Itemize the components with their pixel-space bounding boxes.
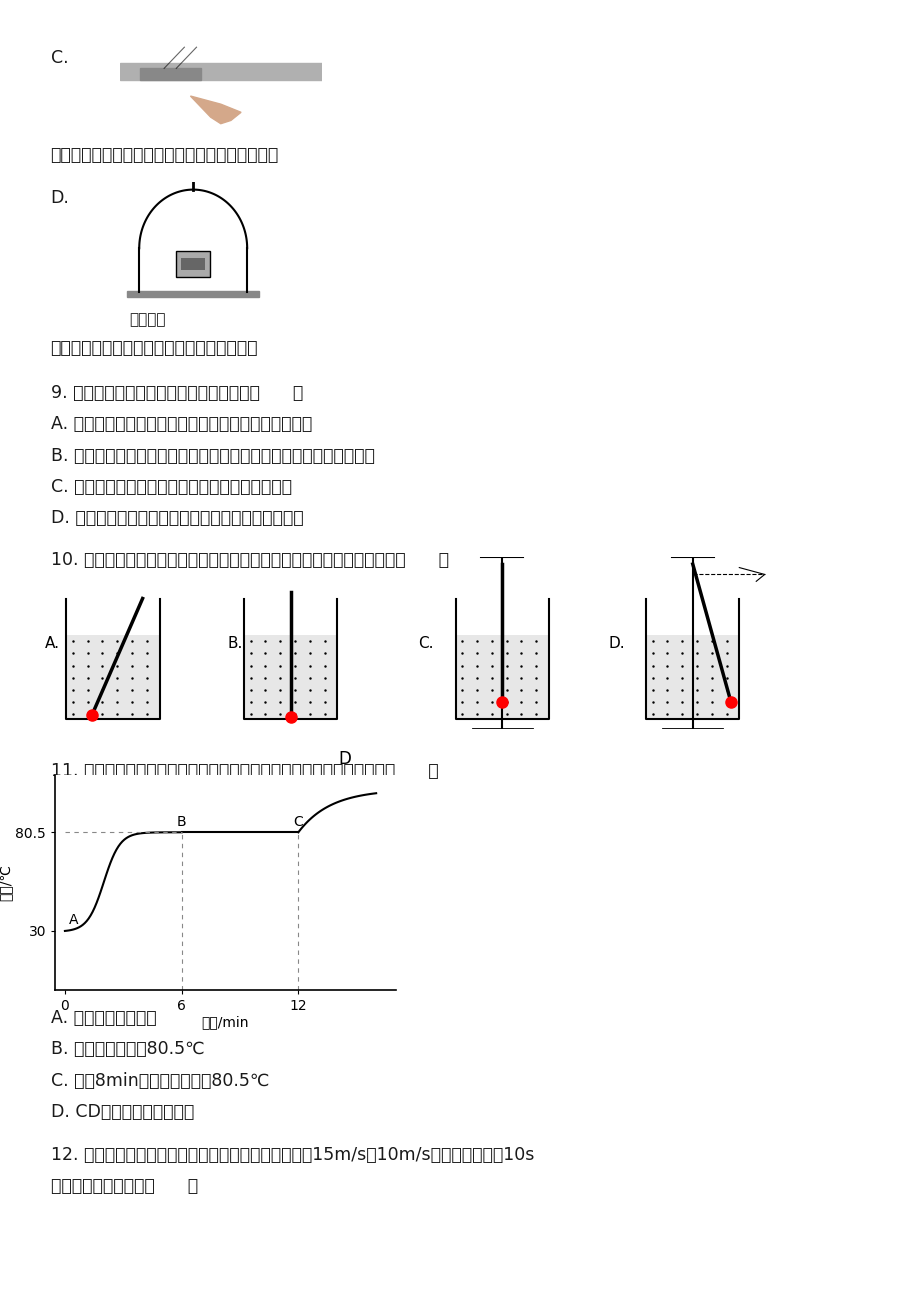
Bar	[183, 169, 203, 174]
Bar	[66, 634, 159, 719]
X-axis label: 时间/min: 时间/min	[201, 1016, 249, 1030]
Text: 接抽气机: 接抽气机	[129, 312, 165, 328]
Polygon shape	[140, 68, 200, 79]
Text: 抽取玻璃罩内的空气，听到罩内的音乐声减小: 抽取玻璃罩内的空气，听到罩内的音乐声减小	[51, 339, 258, 357]
Y-axis label: 温度/℃: 温度/℃	[0, 863, 13, 901]
Text: D: D	[338, 750, 351, 768]
Text: 9. 关于水的物态变化，下列说法正确的是（      ）: 9. 关于水的物态变化，下列说法正确的是（ ）	[51, 384, 302, 402]
Text: D. 水蒸气在高空遇冷凝华成小冰晶，此过程吸收热量: D. 水蒸气在高空遇冷凝华成小冰晶，此过程吸收热量	[51, 509, 303, 527]
Polygon shape	[119, 64, 322, 79]
Text: 12. 甲、乙两车都做匀速直线运动，两车的速度分别为15m/s和10m/s，则两车都运动10s: 12. 甲、乙两车都做匀速直线运动，两车的速度分别为15m/s和10m/s，则两…	[51, 1146, 533, 1164]
Text: D.: D.	[51, 189, 70, 207]
Bar	[181, 258, 205, 271]
Text: A: A	[69, 913, 78, 927]
Text: C: C	[293, 815, 303, 829]
Text: A.: A.	[45, 635, 61, 651]
Text: B: B	[176, 815, 187, 829]
Text: C.: C.	[51, 49, 68, 68]
Bar	[244, 634, 337, 719]
Text: 时间后的路程之比为（      ）: 时间后的路程之比为（ ）	[51, 1177, 198, 1195]
Text: 钢尺伸出桌边的长度变短，振动时声音的音调变高: 钢尺伸出桌边的长度变短，振动时声音的音调变高	[51, 146, 278, 164]
Text: C. 江河湖海中的水蒸发成水蒸气，此过程吸收热量: C. 江河湖海中的水蒸发成水蒸气，此过程吸收热量	[51, 478, 291, 496]
Text: C. 加热8min时物质的温度是80.5℃: C. 加热8min时物质的温度是80.5℃	[51, 1072, 268, 1090]
Bar	[176, 251, 210, 277]
Bar	[455, 634, 549, 719]
Text: D. CD段表示物质处于液态: D. CD段表示物质处于液态	[51, 1103, 194, 1121]
Polygon shape	[190, 96, 241, 124]
Text: 11. 如图所示是某种物质的熔化图象，下列关于此图信息描述错误的是（      ）: 11. 如图所示是某种物质的熔化图象，下列关于此图信息描述错误的是（ ）	[51, 762, 437, 780]
Text: 10. 如图所示是小翔同学练习用温度计测水温的情景，其中操作正确的是（      ）: 10. 如图所示是小翔同学练习用温度计测水温的情景，其中操作正确的是（ ）	[51, 551, 448, 569]
Text: D.: D.	[607, 635, 624, 651]
Text: B. 该物质的沸点为80.5℃: B. 该物质的沸点为80.5℃	[51, 1040, 204, 1059]
Text: B. 冰山上的积雪只能先熔化成水，再蒸发成水蒸气，此过程放出热量: B. 冰山上的积雪只能先熔化成水，再蒸发成水蒸气，此过程放出热量	[51, 447, 374, 465]
Text: A. 水蒸气在高空中遇冷液化成小水珠，此过程吸收热量: A. 水蒸气在高空中遇冷液化成小水珠，此过程吸收热量	[51, 415, 312, 434]
Text: B.: B.	[227, 635, 243, 651]
Bar	[645, 634, 739, 719]
Polygon shape	[127, 290, 259, 297]
Text: A. 该物质是一种晶体: A. 该物质是一种晶体	[51, 1009, 156, 1027]
Text: C.: C.	[417, 635, 433, 651]
